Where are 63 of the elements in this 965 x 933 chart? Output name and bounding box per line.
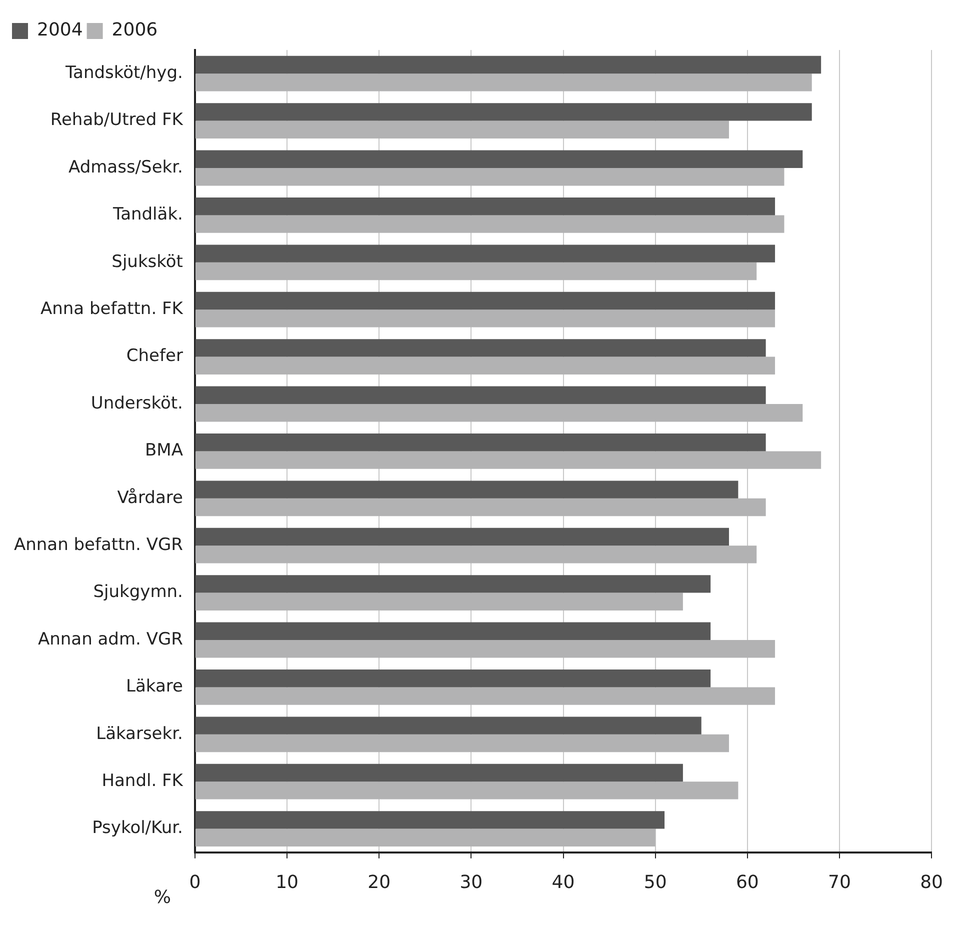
y-tick-label: Undersköt.	[90, 393, 183, 414]
x-tick-label: 10	[276, 872, 298, 893]
bar	[195, 640, 776, 658]
legend-label: 2006	[112, 20, 158, 41]
y-tick-label: Admass/Sekr.	[68, 157, 183, 178]
y-tick-label: BMA	[144, 440, 184, 461]
y-tick-label: Vårdare	[117, 488, 183, 508]
bar	[195, 339, 766, 357]
bar	[195, 622, 711, 640]
bar	[195, 451, 822, 469]
bar	[195, 734, 729, 752]
x-tick-label: 40	[552, 872, 575, 893]
x-tick-label: 60	[736, 872, 759, 893]
bar	[195, 262, 757, 280]
y-tick-label: Annan befattn. VGR	[14, 535, 184, 556]
bar	[195, 764, 683, 782]
bar	[195, 528, 729, 546]
y-tick-label: Anna befattn. FK	[40, 299, 184, 320]
bar	[195, 244, 776, 262]
bar	[195, 498, 766, 516]
bar	[195, 828, 656, 846]
bar	[195, 292, 776, 310]
bar	[195, 546, 757, 564]
bar	[195, 120, 729, 138]
bar	[195, 356, 776, 374]
bar	[195, 480, 738, 498]
y-tick-label: Sjuksköt	[112, 252, 184, 272]
bar	[195, 56, 822, 74]
bar	[195, 168, 784, 186]
x-axis-title: %	[154, 886, 171, 908]
bar	[195, 687, 776, 705]
y-tick-label: Läkare	[126, 676, 183, 697]
legend-label: 2004	[37, 20, 83, 41]
y-tick-label: Annan adm. VGR	[38, 629, 184, 650]
y-tick-label: Läkarsekr.	[96, 724, 183, 744]
y-tick-label: Tandsköt/hyg.	[64, 63, 183, 84]
bar	[195, 434, 766, 452]
bar	[195, 670, 711, 688]
bar	[195, 404, 803, 422]
x-tick-label: 0	[189, 872, 201, 893]
bar	[195, 310, 776, 328]
bar	[195, 386, 766, 404]
bar	[195, 150, 803, 168]
bar	[195, 782, 738, 800]
bar	[195, 74, 812, 92]
bar	[195, 811, 665, 829]
bar	[195, 103, 812, 121]
x-tick-label: 50	[644, 872, 667, 893]
bar	[195, 198, 776, 216]
x-tick-label: 80	[920, 872, 943, 893]
y-tick-label: Handl. FK	[102, 771, 184, 792]
x-tick-label: 30	[460, 872, 483, 893]
bar	[195, 575, 711, 593]
y-tick-label: Tandläk.	[112, 204, 183, 225]
y-tick-label: Psykol/Kur.	[92, 818, 183, 838]
bar	[195, 592, 683, 610]
y-tick-label: Rehab/Utred FK	[50, 110, 184, 130]
x-tick-label: 70	[828, 872, 851, 893]
y-tick-label: Sjukgymn.	[93, 582, 183, 602]
x-tick-label: 20	[368, 872, 391, 893]
bar	[195, 215, 784, 233]
bar	[195, 716, 702, 734]
y-tick-label: Chefer	[126, 346, 183, 366]
